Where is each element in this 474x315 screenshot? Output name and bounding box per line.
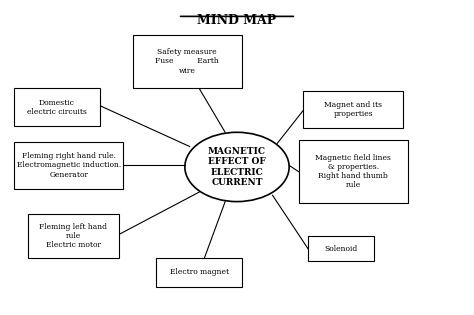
FancyBboxPatch shape bbox=[14, 142, 123, 189]
FancyBboxPatch shape bbox=[14, 88, 100, 126]
FancyBboxPatch shape bbox=[156, 258, 242, 287]
Text: MIND MAP: MIND MAP bbox=[197, 14, 277, 27]
Text: Safety measure
Fuse          Earth
wire: Safety measure Fuse Earth wire bbox=[155, 48, 219, 75]
FancyBboxPatch shape bbox=[299, 140, 408, 203]
Text: MAGNETIC
EFFECT OF
ELECTRIC
CURRENT: MAGNETIC EFFECT OF ELECTRIC CURRENT bbox=[208, 147, 266, 187]
Text: Domestic
electric circuits: Domestic electric circuits bbox=[27, 99, 87, 116]
Text: Fleming right hand rule.
Electromagnetic induction.
Generator: Fleming right hand rule. Electromagnetic… bbox=[17, 152, 121, 179]
FancyBboxPatch shape bbox=[303, 91, 403, 128]
Text: Fleming left hand
rule
Electric motor: Fleming left hand rule Electric motor bbox=[39, 223, 108, 249]
Text: Magnet and its
properties: Magnet and its properties bbox=[324, 101, 382, 118]
Text: Electro magnet: Electro magnet bbox=[170, 268, 228, 277]
FancyBboxPatch shape bbox=[308, 236, 374, 261]
Text: Magnetic field lines
& properties.
Right hand thumb
rule: Magnetic field lines & properties. Right… bbox=[315, 154, 391, 190]
FancyBboxPatch shape bbox=[133, 35, 242, 88]
FancyBboxPatch shape bbox=[28, 214, 118, 258]
Text: Solenoid: Solenoid bbox=[325, 245, 358, 253]
